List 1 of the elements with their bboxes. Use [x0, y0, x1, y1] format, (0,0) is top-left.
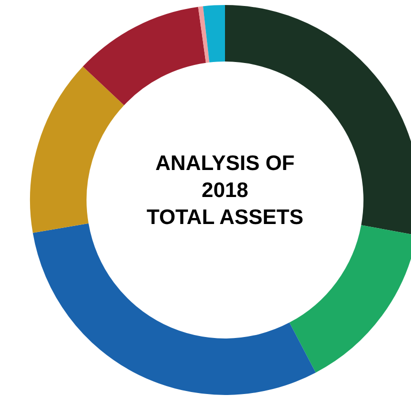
text: ANALYSIS OF 2018 TOTAL ASSETS [146, 151, 304, 231]
